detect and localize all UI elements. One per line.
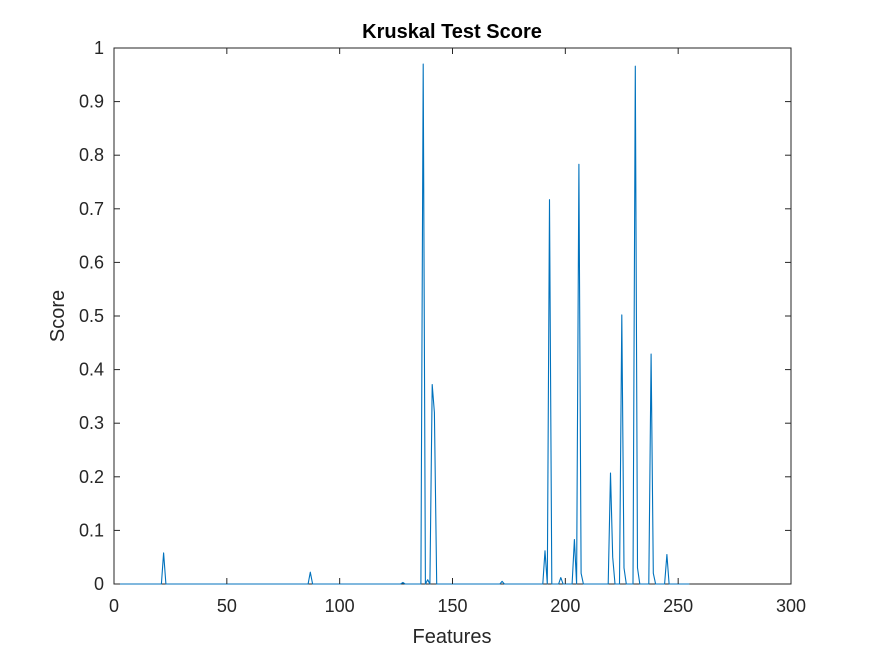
x-tick-label: 200: [550, 596, 580, 616]
x-tick-label: 0: [109, 596, 119, 616]
y-tick-label: 0.6: [79, 252, 104, 272]
y-tick-label: 0: [94, 574, 104, 594]
y-tick-label: 1: [94, 38, 104, 58]
plot-area-box: [113, 47, 792, 585]
x-tick-label: 250: [663, 596, 693, 616]
x-tick-label: 150: [437, 596, 467, 616]
chart-title: Kruskal Test Score: [362, 21, 542, 43]
x-axis-label: Features: [413, 626, 492, 648]
y-tick-label: 0.3: [79, 413, 104, 433]
x-tick-label: 300: [776, 596, 806, 616]
y-tick-label: 0.5: [79, 306, 104, 326]
y-tick-label: 0.1: [79, 520, 104, 540]
y-tick-label: 0.2: [79, 467, 104, 487]
plot-layer: [116, 63, 690, 585]
ticks-layer: 0 50 100 150 200 250 300 0 0.1 0.2 0.3 0.4 0.5 0.6 0.7…: [79, 38, 806, 616]
x-tick-label: 100: [325, 596, 355, 616]
y-tick-label: 0.9: [79, 92, 104, 112]
y-tick-label: 0.7: [79, 199, 104, 219]
y-axis-label: Score: [47, 290, 69, 342]
y-tick-label: 0.8: [79, 145, 104, 165]
x-tick-label: 50: [217, 596, 237, 616]
series-line: [116, 63, 690, 585]
y-tick-label: 0.4: [79, 360, 104, 380]
